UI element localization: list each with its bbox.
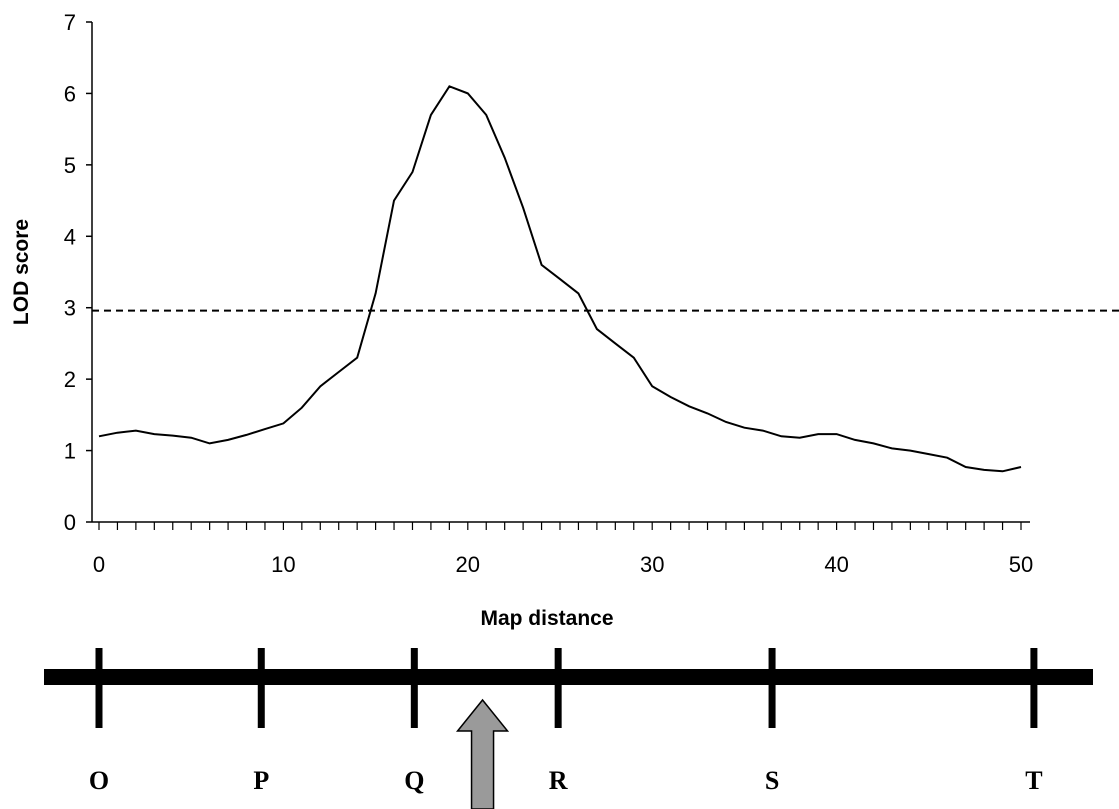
marker-label: Q bbox=[404, 766, 424, 795]
x-ticks: 0 10 20 30 40 50 bbox=[93, 522, 1033, 577]
marker-label: S bbox=[765, 766, 779, 795]
x-tick-label: 10 bbox=[271, 552, 295, 577]
y-tick-label: 6 bbox=[64, 81, 76, 106]
x-tick-label: 40 bbox=[824, 552, 848, 577]
x-tick-label: 50 bbox=[1009, 552, 1033, 577]
x-tick-label: 20 bbox=[456, 552, 480, 577]
x-tick-label: 0 bbox=[93, 552, 105, 577]
qtl-arrow-icon bbox=[455, 698, 510, 809]
marker-label: T bbox=[1025, 766, 1042, 795]
marker-label: O bbox=[89, 766, 109, 795]
marker-label: R bbox=[549, 766, 568, 795]
y-tick-label: 5 bbox=[64, 153, 76, 178]
y-axis-title: LOD score bbox=[10, 219, 33, 325]
y-tick-label: 7 bbox=[64, 10, 76, 35]
x-tick-label: 30 bbox=[640, 552, 664, 577]
y-tick-label: 1 bbox=[64, 439, 76, 464]
y-ticks: 0 1 2 3 4 5 6 7 bbox=[64, 10, 92, 535]
markers: O P Q R S T bbox=[89, 648, 1043, 795]
y-tick-label: 0 bbox=[64, 510, 76, 535]
lod-curve bbox=[98, 85, 1022, 473]
marker-map: O P Q R S T bbox=[44, 648, 1093, 809]
y-tick-label: 2 bbox=[64, 367, 76, 392]
y-tick-label: 4 bbox=[64, 224, 76, 249]
x-axis-title: Map distance bbox=[480, 607, 613, 630]
marker-label: P bbox=[253, 766, 269, 795]
y-tick-label: 3 bbox=[64, 296, 76, 321]
